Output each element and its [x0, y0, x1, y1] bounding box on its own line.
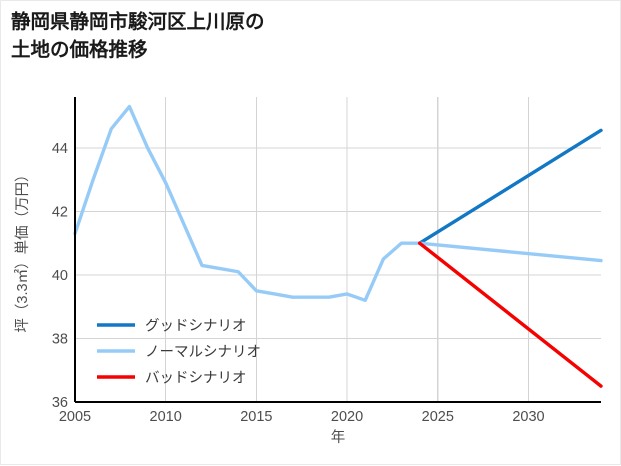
series-line [417, 128, 603, 245]
y-axis-title: 坪（3.3㎡）単価（万円） [14, 167, 31, 332]
x-tick-label: 2010 [150, 409, 182, 425]
legend-label: バッドシナリオ [145, 371, 247, 387]
x-tick-label: 2025 [422, 409, 454, 425]
gridlines-group [75, 97, 601, 403]
y-tick-label: 36 [52, 395, 68, 411]
axis-lines-group [73, 97, 601, 404]
y-tick-labels-group: 36 38 40 42 44 [52, 141, 68, 411]
y-tick-label: 38 [52, 331, 68, 347]
y-tick-label: 44 [52, 141, 68, 157]
page-title: 静岡県静岡市駿河区上川原の 土地の価格推移 [11, 11, 265, 61]
series-group [73, 104, 603, 388]
y-tick-label: 42 [52, 204, 68, 220]
series-line [73, 104, 603, 303]
x-axis-title: 年 [331, 429, 346, 446]
legend-label: グッドシナリオ [145, 318, 247, 335]
series-line [417, 241, 603, 388]
x-tick-label: 2030 [512, 409, 544, 425]
x-tick-label: 2015 [240, 409, 272, 425]
x-tick-label: 2005 [59, 409, 91, 425]
y-tick-label: 40 [52, 268, 68, 284]
legend-label: ノーマルシナリオ [145, 345, 261, 361]
x-tick-labels-group: 2005 2010 2015 2020 2025 2030 [59, 409, 545, 425]
x-tick-label: 2020 [331, 409, 363, 425]
